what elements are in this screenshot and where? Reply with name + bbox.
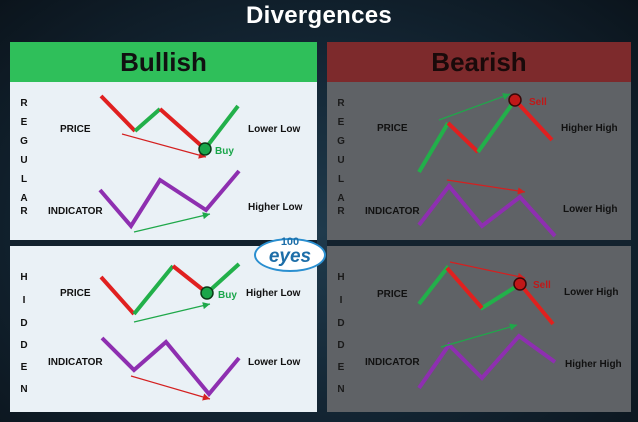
bear-hidden-indicator-result: Higher High [565, 359, 622, 370]
bearish-header: Bearish [327, 42, 631, 82]
indicator-line [417, 333, 557, 390]
indicator-trend-arrow [130, 375, 211, 401]
side-letter: L [338, 174, 344, 185]
bear-regular-side-letters: R E G U L A R [337, 98, 345, 217]
bull-regular-indicator-label: INDICATOR [48, 206, 103, 217]
price-down-segment [99, 275, 136, 316]
side-letter: U [20, 155, 27, 166]
side-letter: R [337, 206, 345, 217]
side-letter: U [337, 155, 344, 166]
price-down-segment [446, 121, 480, 154]
bull-hidden-side-letters: H I D D E N [20, 272, 27, 395]
price-trend-arrow [438, 93, 511, 121]
logo-number: 100 [280, 236, 300, 248]
side-letter: H [20, 272, 27, 283]
price-down-segment [158, 107, 207, 151]
side-letter: L [21, 174, 27, 185]
side-letter: A [20, 193, 27, 204]
side-letter: I [23, 295, 26, 306]
bull-hidden-indicator-result: Lower Low [248, 357, 300, 368]
side-letter: N [337, 384, 344, 395]
side-letter: R [20, 98, 28, 109]
side-letter: R [20, 206, 28, 217]
indicator-trend-arrow [440, 323, 518, 348]
bear-hidden-price-result: Lower High [564, 287, 618, 298]
100-eyes-logo: 100 eyes [254, 236, 326, 272]
indicator-line [100, 336, 241, 398]
bullish-divider [10, 240, 317, 246]
side-letter: E [21, 362, 28, 373]
side-letter: N [20, 384, 27, 395]
price-up-segment [133, 107, 162, 133]
indicator-trend-arrow [133, 212, 211, 233]
logo-text: eyes [268, 246, 312, 267]
price-trend-arrow [121, 133, 207, 159]
side-letter: E [338, 362, 345, 373]
sell-signal-dot [508, 93, 522, 107]
indicator-trend-arrow [446, 179, 526, 195]
side-letter: I [340, 295, 343, 306]
price-down-segment [445, 266, 484, 310]
side-letter: D [337, 318, 344, 329]
bear-hidden-price-label: PRICE [377, 289, 408, 300]
price-line [417, 264, 555, 326]
price-trend-arrow [133, 302, 211, 323]
side-letter: G [337, 136, 345, 147]
price-trend-arrow [449, 261, 526, 281]
price-up-segment [203, 104, 240, 151]
bull-hidden-price-result: Higher Low [246, 288, 301, 299]
price-down-segment [518, 282, 555, 326]
bear-hidden-indicator-label: INDICATOR [365, 357, 420, 368]
bear-regular-price-result: Higher High [561, 123, 618, 134]
price-up-segment [205, 262, 241, 295]
price-up-segment [417, 121, 450, 174]
bull-hidden-signal: Buy [218, 290, 237, 301]
bear-hidden-side-letters: H I D D E N [337, 272, 344, 395]
bullish-diagrams: R E G U L A R PRICE INDICATOR Lower Low … [20, 94, 303, 401]
bear-regular-signal: Sell [529, 97, 547, 108]
price-down-segment [513, 98, 554, 142]
bull-regular-price-result: Lower Low [248, 124, 300, 135]
bull-regular-indicator-result: Higher Low [248, 202, 303, 213]
side-letter: R [337, 98, 345, 109]
price-down-segment [171, 264, 209, 295]
bearish-divider [327, 240, 631, 246]
price-up-segment [476, 98, 517, 154]
side-letter: G [20, 136, 28, 147]
bearish-panel: Bearish R E G U L A R PRICE INDICA [327, 42, 631, 412]
price-down-segment [99, 94, 137, 133]
side-letter: D [20, 318, 27, 329]
bull-regular-signal: Buy [215, 146, 234, 157]
price-up-segment [132, 264, 175, 316]
bear-regular-indicator-label: INDICATOR [365, 206, 420, 217]
bull-hidden-price-label: PRICE [60, 288, 91, 299]
sell-signal-dot [513, 277, 527, 291]
side-letter: A [337, 193, 344, 204]
bullish-header: Bullish [10, 42, 317, 82]
indicator-line [417, 182, 557, 238]
buy-signal-dot [200, 286, 214, 300]
side-letter: E [338, 117, 345, 128]
indicator-line [98, 169, 241, 230]
bullish-panel: Bullish R E G U L A R PRICE [10, 42, 317, 412]
bear-hidden-signal: Sell [533, 280, 551, 291]
bearish-diagrams: R E G U L A R PRICE INDICATOR Higher Hig… [337, 93, 622, 395]
bear-regular-price-label: PRICE [377, 123, 408, 134]
side-letter: D [337, 340, 344, 351]
side-letter: E [21, 117, 28, 128]
side-letter: D [20, 340, 27, 351]
bear-regular-indicator-result: Lower High [563, 204, 617, 215]
bull-hidden-indicator-label: INDICATOR [48, 357, 103, 368]
bull-regular-side-letters: R E G U L A R [20, 98, 28, 217]
bull-regular-price-label: PRICE [60, 124, 91, 135]
page-title: Divergences [245, 2, 393, 29]
side-letter: H [337, 272, 344, 283]
buy-signal-dot [198, 142, 212, 156]
